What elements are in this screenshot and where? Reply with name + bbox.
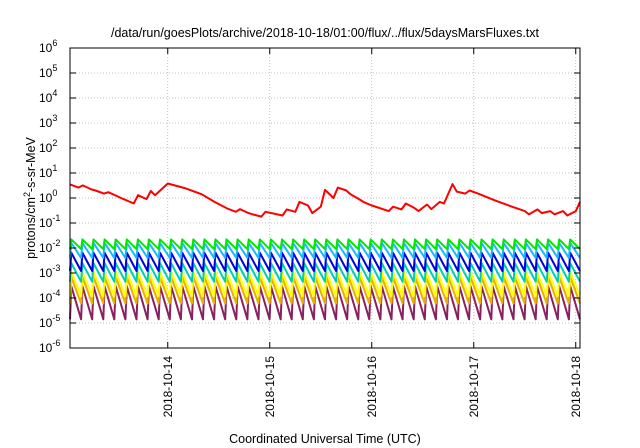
y-tick-label: 10-4 — [39, 288, 60, 305]
y-tick-label: 103 — [39, 113, 57, 130]
y-tick-label: 104 — [39, 88, 57, 105]
y-axis: 10-6 10-5 10-4 10-3 10-2 10-1 100 101 102 103 104 1… — [39, 38, 580, 355]
y-tick-label: 105 — [39, 63, 57, 80]
x-axis: 2018-10-14 2018-10-15 2018-10-16 2018-10-17… — [161, 48, 583, 417]
y-axis-label: protons/cm2-s-sr-MeV — [22, 136, 38, 258]
chart-title: /data/run/goesPlots/archive/2018-10-18/0… — [111, 26, 540, 40]
y-tick-label: 100 — [39, 188, 57, 205]
x-axis-label: Coordinated Universal Time (UTC) — [229, 432, 421, 446]
y-tick-label: 10-2 — [39, 238, 60, 255]
channel-line — [69, 251, 581, 272]
x-tick-label: 2018-10-18 — [569, 356, 583, 418]
channel-line — [69, 238, 581, 251]
x-tick-label: 2018-10-14 — [161, 356, 175, 418]
x-tick-label: 2018-10-16 — [365, 356, 379, 418]
y-tick-label: 10-3 — [39, 263, 60, 280]
x-tick-label: 2018-10-15 — [263, 356, 277, 418]
series-layer — [69, 182, 581, 321]
y-tick-label: 10-1 — [39, 213, 60, 230]
y-tick-label: 106 — [39, 38, 57, 55]
y-tick-label: 102 — [39, 138, 57, 155]
y-tick-label: 10-6 — [39, 338, 60, 355]
y-tick-label: 101 — [39, 163, 57, 180]
y-tick-label: 10-5 — [39, 313, 60, 330]
series-line — [69, 182, 581, 218]
x-tick-label: 2018-10-17 — [467, 356, 481, 418]
